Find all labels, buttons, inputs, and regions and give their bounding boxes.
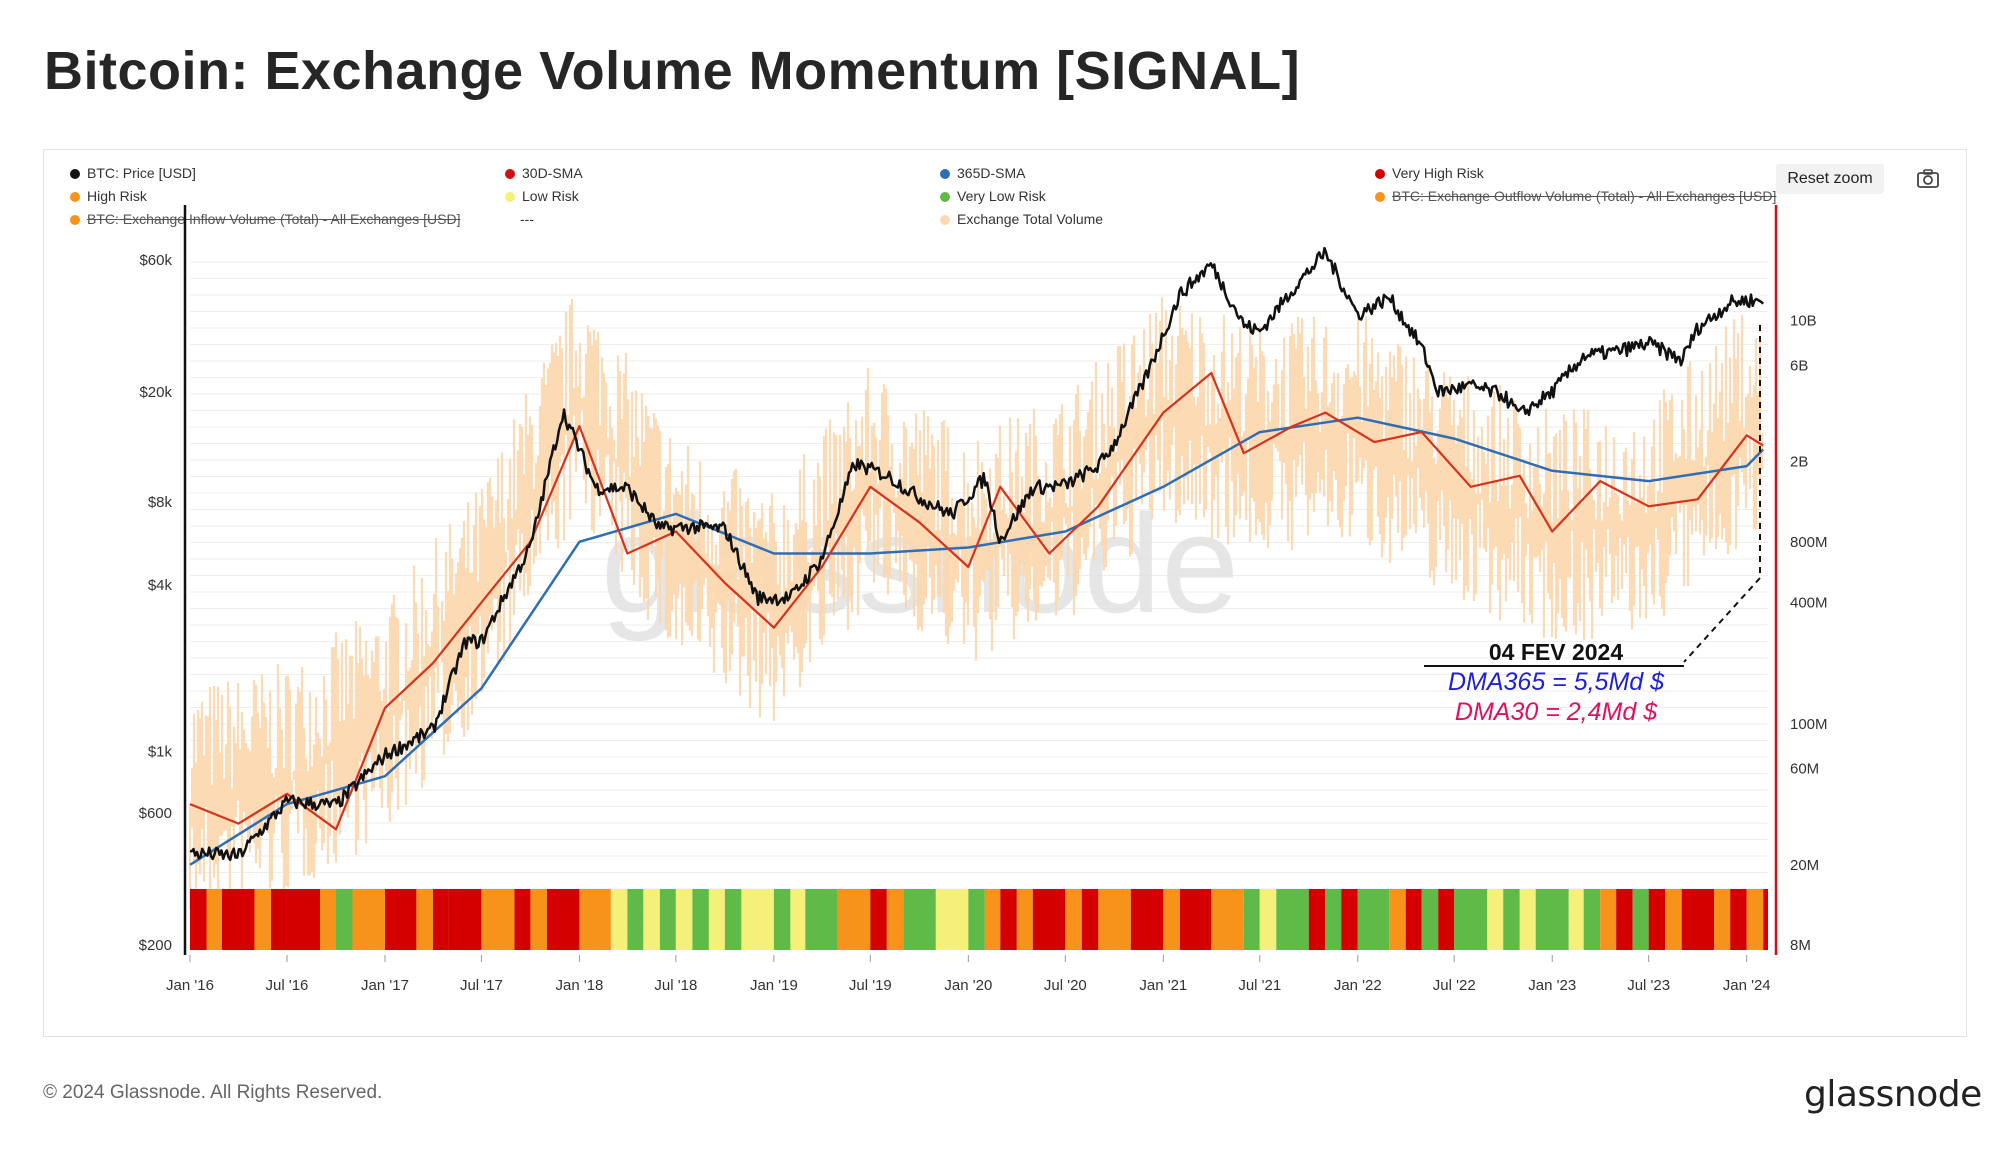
copyright-text: © 2024 Glassnode. All Rights Reserved.: [43, 1082, 383, 1103]
legend-label: BTC: Exchange Outflow Volume (Total) - A…: [1392, 188, 1777, 204]
legend-marker-icon: [70, 192, 80, 202]
legend-item[interactable]: 30D-SMA: [505, 165, 583, 181]
legend-item[interactable]: Exchange Total Volume: [940, 211, 1103, 227]
legend-marker-icon: [505, 192, 515, 202]
legend-label: 365D-SMA: [957, 165, 1026, 181]
legend-label: Exchange Total Volume: [957, 211, 1104, 227]
legend-label: BTC: Exchange Inflow Volume (Total) - Al…: [87, 211, 461, 227]
legend-item[interactable]: Very High Risk: [1375, 165, 1484, 181]
camera-icon[interactable]: [1915, 166, 1941, 192]
legend-item[interactable]: Very Low Risk: [940, 188, 1046, 204]
legend-item[interactable]: BTC: Price [USD]: [70, 165, 196, 181]
legend-label: Very High Risk: [1392, 165, 1484, 181]
legend-marker-icon: [1375, 192, 1385, 202]
legend-marker-icon: [70, 169, 80, 179]
legend-label: Very Low Risk: [957, 188, 1046, 204]
legend-label: Low Risk: [522, 188, 579, 204]
chart-frame: [43, 149, 1967, 1037]
legend-label: ---: [520, 211, 534, 227]
legend-marker-icon: [505, 169, 515, 179]
legend-item[interactable]: ---: [520, 211, 534, 227]
legend-marker-icon: [940, 169, 950, 179]
legend-item[interactable]: BTC: Exchange Inflow Volume (Total) - Al…: [70, 211, 461, 227]
legend-marker-icon: [70, 215, 80, 225]
legend-label: 30D-SMA: [522, 165, 583, 181]
reset-zoom-button[interactable]: Reset zoom: [1776, 164, 1884, 194]
legend-marker-icon: [940, 192, 950, 202]
legend-marker-icon: [1375, 169, 1385, 179]
legend-label: BTC: Price [USD]: [87, 165, 196, 181]
legend-item[interactable]: Low Risk: [505, 188, 579, 204]
legend-item[interactable]: 365D-SMA: [940, 165, 1025, 181]
legend-marker-icon: [940, 215, 950, 225]
glassnode-logo: glassnode: [1804, 1074, 1982, 1115]
legend-item[interactable]: BTC: Exchange Outflow Volume (Total) - A…: [1375, 188, 1776, 204]
legend-item[interactable]: High Risk: [70, 188, 147, 204]
page-title: Bitcoin: Exchange Volume Momentum [SIGNA…: [44, 41, 1301, 101]
legend-label: High Risk: [87, 188, 147, 204]
